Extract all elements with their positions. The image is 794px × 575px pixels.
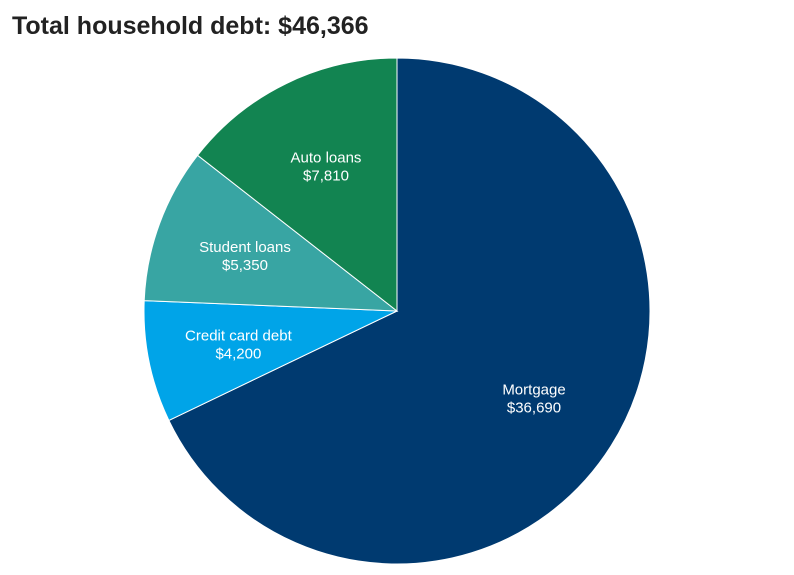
pie-slice-mortgage: [168, 57, 651, 565]
slice-value-label: $5,350: [222, 257, 268, 274]
slice-value-label: $36,690: [507, 399, 561, 416]
pie-slice-student-loans: [143, 154, 399, 312]
slice-label-mortgage: Mortgage$36,690: [502, 381, 565, 416]
slice-label-auto-loans: Auto loans$7,810: [291, 150, 362, 185]
pie-slice-auto-loans: [196, 57, 398, 313]
slice-label-credit-card-debt: Credit card debt$4,200: [185, 328, 293, 363]
slice-label-student-loans: Student loans$5,350: [199, 239, 291, 274]
slice-value-label: $4,200: [215, 346, 261, 363]
pie-slice-credit-card-debt: [143, 300, 398, 422]
chart-title: Total household debt: $46,366: [12, 12, 369, 40]
slice-category-label: Auto loans: [291, 150, 362, 167]
slice-value-label: $7,810: [303, 168, 349, 185]
slice-category-label: Mortgage: [502, 381, 565, 398]
slice-category-label: Credit card debt: [185, 328, 293, 345]
slice-category-label: Student loans: [199, 239, 291, 256]
